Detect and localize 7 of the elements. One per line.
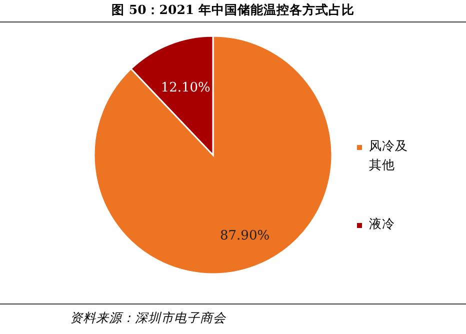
- text: 资料来源：深圳市电子商会: [70, 310, 227, 325]
- legend-label: 风冷及其他: [369, 138, 408, 172]
- data-label: 12.10%: [160, 80, 210, 96]
- legend-label: 液冷: [369, 216, 395, 231]
- chart-title: 图 50：2021 年中国储能温控各方式占比: [112, 2, 354, 17]
- data-label: 87.90%: [220, 228, 270, 244]
- pie-slice: [93, 35, 333, 275]
